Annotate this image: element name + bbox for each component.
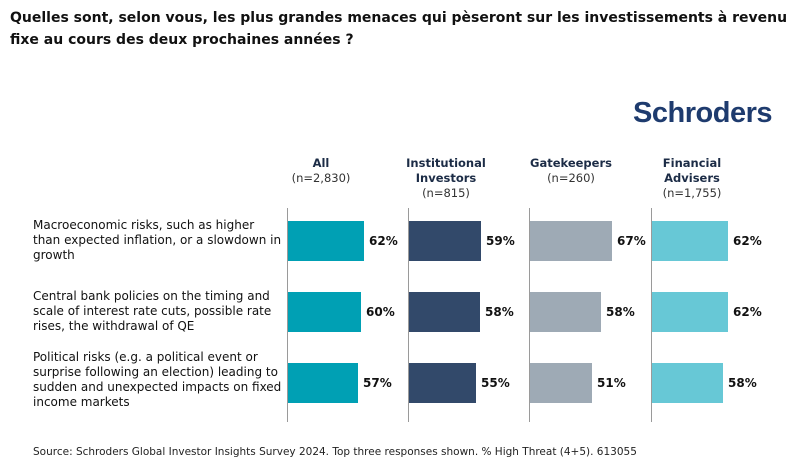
bar-value-label: 58% xyxy=(606,305,635,319)
category-label: Political risks (e.g. a political event … xyxy=(33,350,282,409)
bar-value-label: 60% xyxy=(366,305,395,319)
bar-value-label: 55% xyxy=(481,376,510,390)
group-name: Institutional Investors xyxy=(406,156,486,185)
group-name: Financial Advisers xyxy=(662,156,722,185)
bar xyxy=(288,292,361,332)
bar-value-label: 67% xyxy=(617,234,646,248)
group-header-1: Institutional Investors (n=815) xyxy=(386,156,506,201)
group-sample-size: (n=1,755) xyxy=(662,186,722,200)
bar xyxy=(288,363,358,403)
group-header-2: Gatekeepers (n=260) xyxy=(511,156,631,186)
group-sample-size: (n=260) xyxy=(547,171,595,185)
group-axis-line xyxy=(529,208,530,422)
category-label: Macroeconomic risks, such as higher than… xyxy=(33,218,282,262)
bar xyxy=(530,363,592,403)
schroders-logo: Schroders xyxy=(633,97,772,129)
group-sample-size: (n=2,830) xyxy=(291,171,351,185)
bar-value-label: 59% xyxy=(486,234,515,248)
group-header-0: All (n=2,830) xyxy=(261,156,381,186)
group-name: All xyxy=(312,156,330,170)
group-axis-line xyxy=(287,208,288,422)
bar xyxy=(652,221,728,261)
bar xyxy=(530,292,601,332)
bar xyxy=(530,221,612,261)
group-header-3: Financial Advisers (n=1,755) xyxy=(632,156,752,201)
source-note: Source: Schroders Global Investor Insigh… xyxy=(33,446,637,458)
bar-value-label: 57% xyxy=(363,376,392,390)
bar-value-label: 51% xyxy=(597,376,626,390)
bar xyxy=(409,363,476,403)
bar xyxy=(652,292,728,332)
category-label: Central bank policies on the timing and … xyxy=(33,289,272,333)
bar xyxy=(409,221,481,261)
bar xyxy=(652,363,723,403)
bar-value-label: 62% xyxy=(369,234,398,248)
bar xyxy=(288,221,364,261)
group-axis-line xyxy=(651,208,652,422)
group-sample-size: (n=815) xyxy=(422,186,470,200)
group-axis-line xyxy=(408,208,409,422)
bar-value-label: 58% xyxy=(728,376,757,390)
bar-value-label: 62% xyxy=(733,234,762,248)
chart-title: Quelles sont, selon vous, les plus grand… xyxy=(10,10,788,48)
group-name: Gatekeepers xyxy=(530,156,612,170)
bar-value-label: 62% xyxy=(733,305,762,319)
bar xyxy=(409,292,480,332)
bar-value-label: 58% xyxy=(485,305,514,319)
